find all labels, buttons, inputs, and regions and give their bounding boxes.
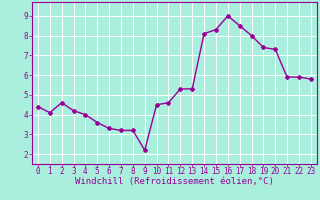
X-axis label: Windchill (Refroidissement éolien,°C): Windchill (Refroidissement éolien,°C) xyxy=(75,177,274,186)
